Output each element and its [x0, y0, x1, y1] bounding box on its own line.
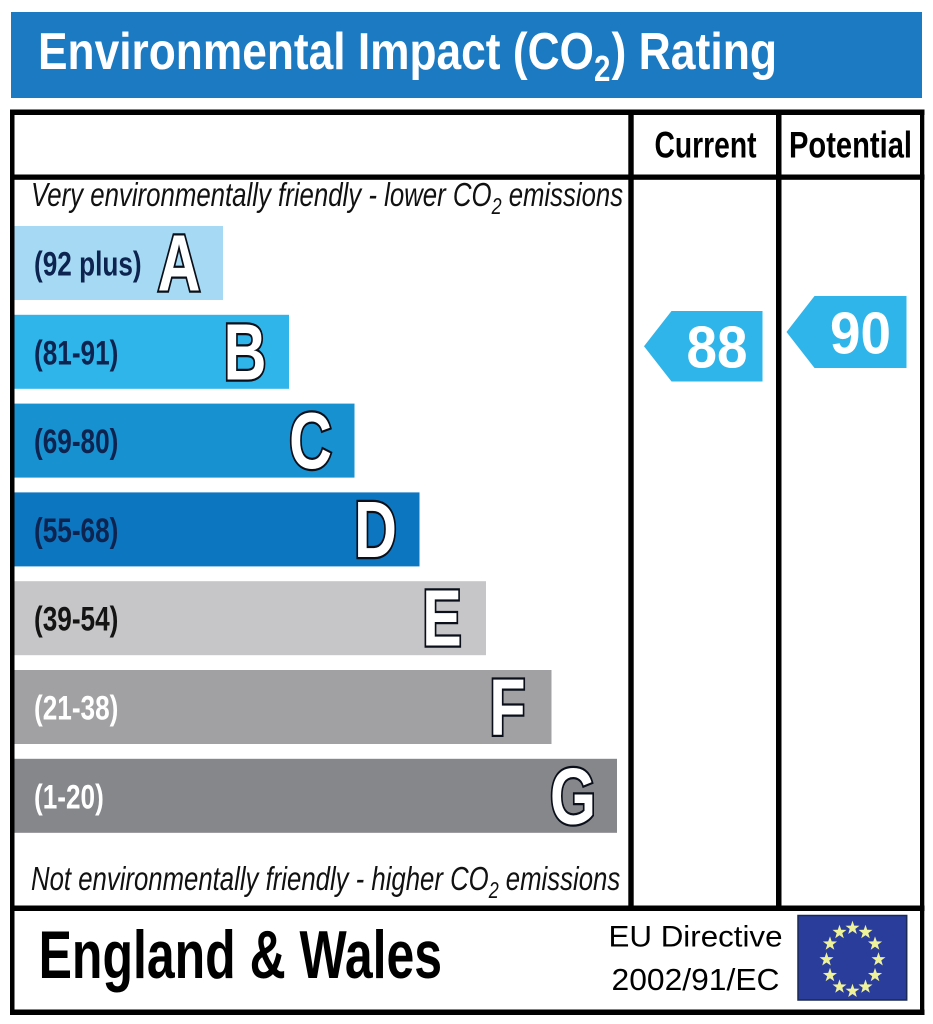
svg-text:(69-80): (69-80) [34, 423, 118, 461]
svg-text:A: A [158, 219, 201, 308]
svg-text:Very environmentally friendly: Very environmentally friendly - lower CO [31, 176, 492, 213]
svg-text:(39-54): (39-54) [34, 601, 118, 639]
svg-text:) Rating: ) Rating [612, 23, 778, 81]
svg-text:(81-91): (81-91) [34, 334, 118, 372]
svg-text:D: D [354, 485, 397, 574]
svg-text:G: G [550, 751, 596, 840]
svg-text:Current: Current [655, 125, 757, 166]
svg-text:E: E [422, 574, 462, 663]
svg-text:2: 2 [594, 48, 610, 89]
svg-text:EU Directive: EU Directive [609, 921, 783, 954]
svg-text:emissions: emissions [509, 176, 623, 213]
svg-text:88: 88 [687, 315, 748, 381]
svg-text:F: F [489, 663, 525, 752]
svg-text:2: 2 [491, 193, 502, 219]
svg-text:(21-38): (21-38) [34, 690, 118, 728]
svg-text:C: C [289, 396, 332, 485]
svg-text:B: B [224, 307, 267, 396]
svg-text:(92 plus): (92 plus) [34, 246, 142, 284]
svg-text:Potential: Potential [789, 125, 912, 166]
svg-text:2: 2 [488, 877, 499, 903]
svg-text:90: 90 [830, 301, 891, 367]
svg-text:Environmental Impact (CO: Environmental Impact (CO [38, 23, 594, 81]
svg-text:(55-68): (55-68) [34, 512, 118, 550]
svg-text:emissions: emissions [506, 860, 620, 897]
svg-text:2002/91/EC: 2002/91/EC [612, 962, 780, 997]
svg-text:Not environmentally friendly -: Not environmentally friendly - higher CO [31, 860, 489, 897]
svg-text:(1-20): (1-20) [34, 778, 104, 816]
svg-text:England & Wales: England & Wales [39, 917, 443, 993]
